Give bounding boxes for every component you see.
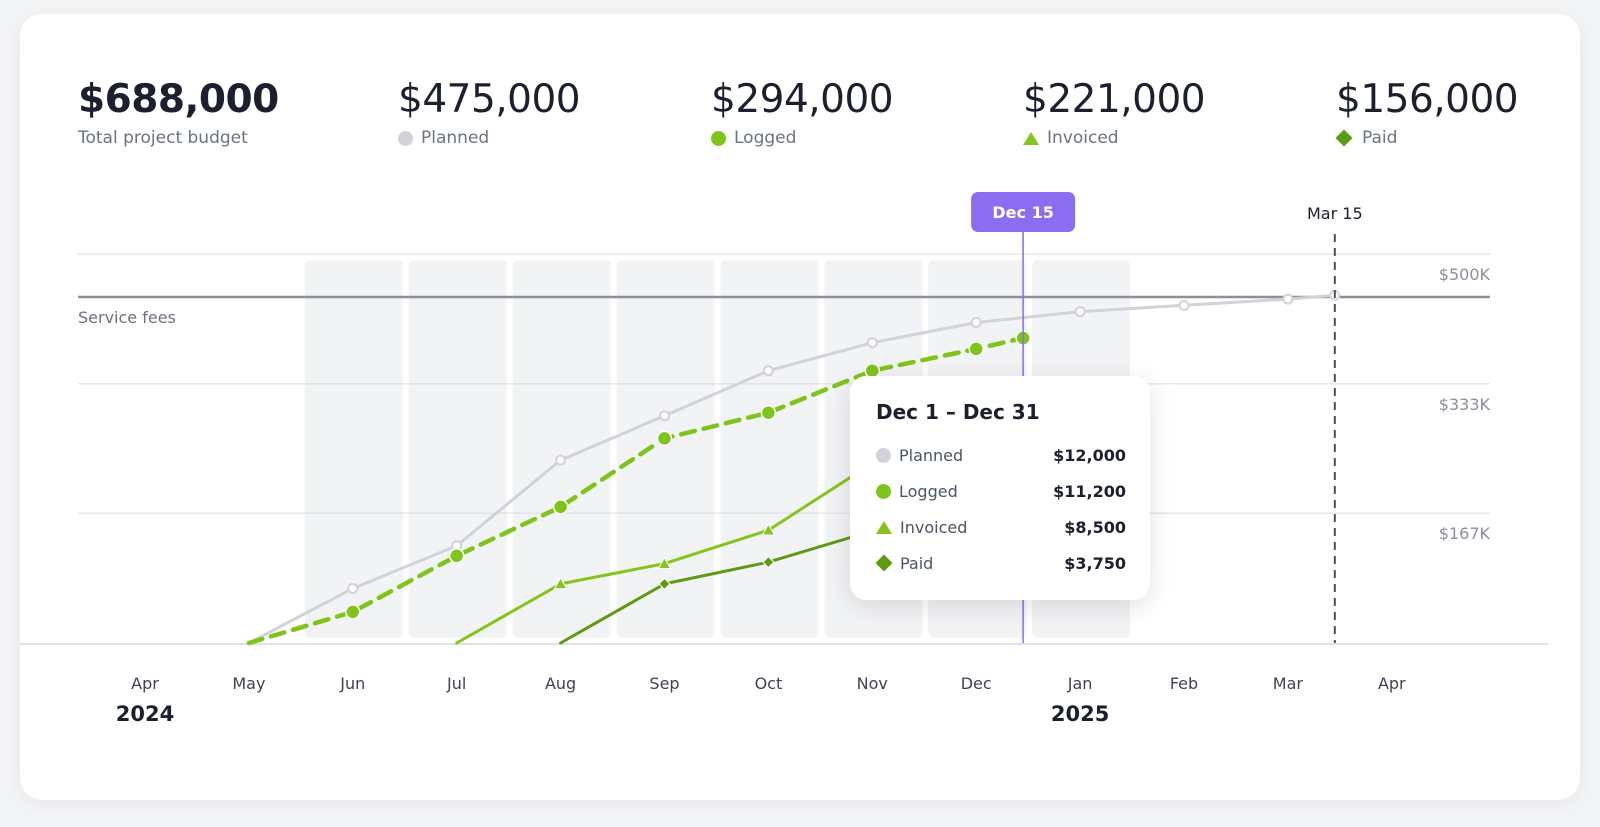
- point-planned: [866, 337, 878, 349]
- end-date-label: Mar 15: [1307, 204, 1363, 223]
- invoiced-triangle-icon: [1023, 131, 1039, 145]
- point-planned: [347, 583, 359, 595]
- kpi-value: $475,000: [398, 77, 581, 122]
- period-tooltip: Dec 1 – Dec 31 Planned $12,000 Logged $1…: [850, 376, 1150, 600]
- year-label: 2025: [1051, 702, 1109, 726]
- logged-dot-icon: [711, 130, 726, 146]
- month-band: [512, 260, 611, 638]
- kpi-label: Paid: [1362, 128, 1398, 148]
- kpi-value: $156,000: [1336, 77, 1519, 122]
- tooltip-title: Dec 1 – Dec 31: [876, 400, 1040, 424]
- point-planned: [970, 316, 982, 328]
- point-planned: [659, 410, 670, 422]
- kpi-total-budget: $688,000 Total project budget: [78, 77, 279, 149]
- tooltip-row-invoiced: Invoiced $8,500: [876, 515, 1126, 539]
- year-label: 2024: [116, 702, 174, 726]
- month-band: [408, 260, 507, 638]
- kpi-planned: $475,000 Planned: [398, 77, 581, 148]
- tooltip-row-name: Planned: [899, 445, 964, 465]
- tooltip-row-value: $8,500: [1064, 517, 1126, 537]
- tooltip-row-paid: Paid $3,750: [875, 551, 1126, 575]
- kpi-label: Planned: [421, 128, 490, 148]
- x-tick-label: Jan: [1067, 674, 1093, 693]
- x-tick-label: Apr: [131, 674, 159, 693]
- point-planned: [1178, 299, 1190, 311]
- planned-dot-icon: [876, 447, 891, 463]
- point-logged: [968, 341, 984, 357]
- kpi-logged: $294,000 Logged: [711, 77, 894, 148]
- point-planned: [555, 454, 567, 466]
- month-band: [720, 260, 819, 638]
- kpi-label: Invoiced: [1047, 128, 1119, 148]
- tooltip-row-name: Logged: [899, 481, 958, 501]
- y-tick-label: $167K: [1439, 524, 1491, 543]
- point-paid: [762, 555, 775, 569]
- y-tick-label: $500K: [1439, 265, 1491, 284]
- current-date-pill: [971, 192, 1076, 232]
- kpi-invoiced: $221,000 Invoiced: [1023, 77, 1206, 148]
- x-tick-label: Jun: [339, 674, 365, 693]
- service-fees-label: Service fees: [78, 308, 176, 327]
- x-tick-label: Mar: [1273, 674, 1304, 693]
- point-logged: [552, 499, 569, 515]
- series-line-planned: [247, 293, 1337, 645]
- x-tick-label: Dec: [961, 674, 992, 693]
- x-tick-label: Nov: [857, 674, 888, 693]
- x-tick-label: Apr: [1378, 674, 1406, 693]
- kpi-value: $294,000: [711, 77, 894, 122]
- point-paid: [658, 577, 671, 591]
- paid-diamond-icon: [875, 554, 893, 572]
- kpi-label: Logged: [734, 128, 797, 148]
- x-tick-label: Sep: [649, 674, 679, 693]
- tooltip-row-value: $11,200: [1053, 481, 1126, 501]
- x-tick-label: Aug: [545, 674, 576, 693]
- kpi-label: Total project budget: [78, 128, 248, 148]
- x-tick-label: Jul: [446, 674, 466, 693]
- current-date-label: Dec 15: [992, 203, 1053, 222]
- point-logged: [760, 404, 777, 421]
- y-tick-label: $333K: [1439, 395, 1491, 414]
- kpi-value: $221,000: [1023, 77, 1206, 122]
- tooltip-row-name: Paid: [900, 553, 934, 573]
- point-planned: [762, 365, 774, 377]
- month-band: [616, 260, 715, 638]
- point-logged: [656, 430, 673, 447]
- x-tick-label: Feb: [1170, 674, 1198, 693]
- logged-dot-icon: [876, 483, 891, 499]
- tooltip-row-value: $3,750: [1064, 553, 1126, 573]
- kpi-paid: $156,000 Paid: [1335, 77, 1519, 148]
- planned-dot-icon: [398, 130, 413, 146]
- point-planned: [1074, 306, 1086, 318]
- point-logged: [448, 548, 465, 564]
- point-logged: [345, 604, 361, 620]
- tooltip-row-planned: Planned $12,000: [876, 443, 1126, 467]
- x-tick-label: Oct: [755, 674, 783, 693]
- x-tick-label: May: [232, 674, 265, 693]
- point-invoiced: [553, 576, 568, 590]
- point-invoiced: [761, 523, 776, 536]
- kpi-value: $688,000: [78, 77, 279, 122]
- tooltip-row-logged: Logged $11,200: [876, 479, 1126, 503]
- month-band: [304, 260, 403, 638]
- tooltip-row-value: $12,000: [1053, 445, 1126, 465]
- point-invoiced: [657, 556, 672, 569]
- tooltip-row-name: Invoiced: [900, 517, 968, 537]
- invoiced-triangle-icon: [876, 520, 892, 534]
- point-planned: [1282, 293, 1294, 305]
